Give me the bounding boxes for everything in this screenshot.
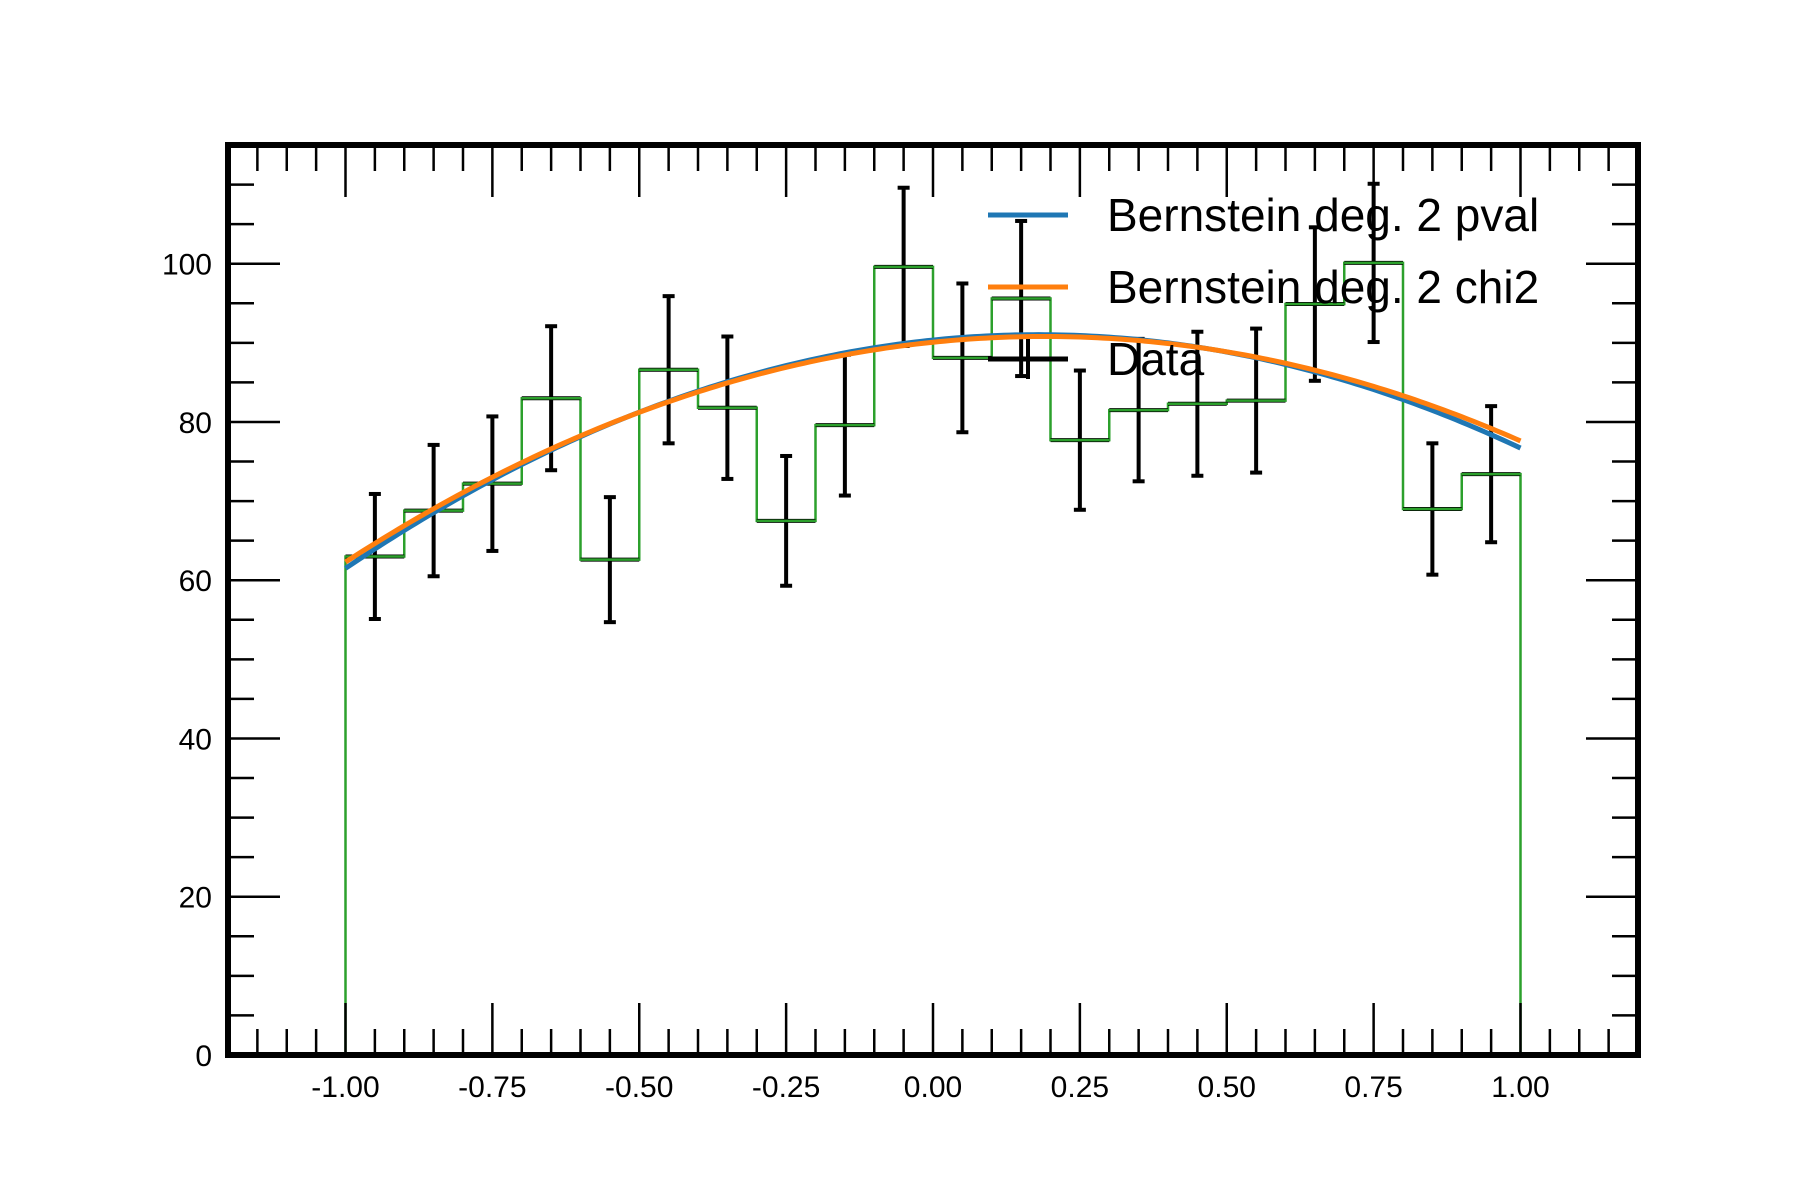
y-tick-label: 60 (179, 565, 212, 598)
axes: -1.00 -0.75 -0.50 -0.25 0.00 0.25 0.50 0.75 1.00… (162, 142, 1641, 1104)
data-point (698, 334, 757, 481)
x-tick-label: -0.75 (458, 1071, 526, 1104)
fit-curve-2 (344, 333, 1522, 565)
data-point (1344, 181, 1403, 345)
data-point (815, 352, 875, 498)
data-point (1403, 441, 1462, 577)
legend-entry: Data (988, 333, 1205, 385)
y-tick-label: 20 (179, 882, 212, 915)
data-point (1285, 225, 1345, 383)
data-point (1168, 329, 1227, 478)
legend-entry: Bernstein deg. 2 pval (988, 189, 1539, 241)
data-point (991, 218, 1051, 379)
histogram-step-line (344, 261, 1522, 1055)
x-tick-label: 0.00 (904, 1071, 962, 1104)
data-point (1050, 368, 1110, 512)
data-point (1109, 336, 1168, 484)
fit-curves (344, 332, 1522, 571)
x-tick-label: 0.50 (1198, 1071, 1256, 1104)
data-point (639, 294, 698, 446)
x-tick-label: -0.25 (752, 1071, 820, 1104)
data-point (463, 414, 522, 553)
y-tick-label: 80 (179, 407, 212, 440)
x-tick-label: 0.25 (1051, 1071, 1109, 1104)
legend-label: Bernstein deg. 2 pval (1107, 189, 1539, 241)
data-point (933, 281, 992, 435)
data-point (580, 495, 640, 625)
x-tick-label: -0.50 (605, 1071, 673, 1104)
y-tick-label: 0 (195, 1040, 212, 1073)
legend-entry: Bernstein deg. 2 chi2 (988, 261, 1539, 313)
data-point (874, 185, 933, 348)
legend: Bernstein deg. 2 pval Bernstein deg. 2 ch… (988, 189, 1539, 385)
y-tick-label: 100 (162, 249, 212, 282)
x-tick-label: 1.00 (1491, 1071, 1549, 1104)
x-tick-label: -1.00 (311, 1071, 379, 1104)
legend-label: Bernstein deg. 2 chi2 (1107, 261, 1539, 313)
data-point (756, 453, 816, 588)
x-tick-label: 0.75 (1344, 1071, 1402, 1104)
y-tick-label: 40 (179, 723, 212, 756)
histogram-steps (344, 261, 1522, 1055)
data-point (1226, 326, 1286, 475)
legend-label: Data (1107, 333, 1205, 385)
